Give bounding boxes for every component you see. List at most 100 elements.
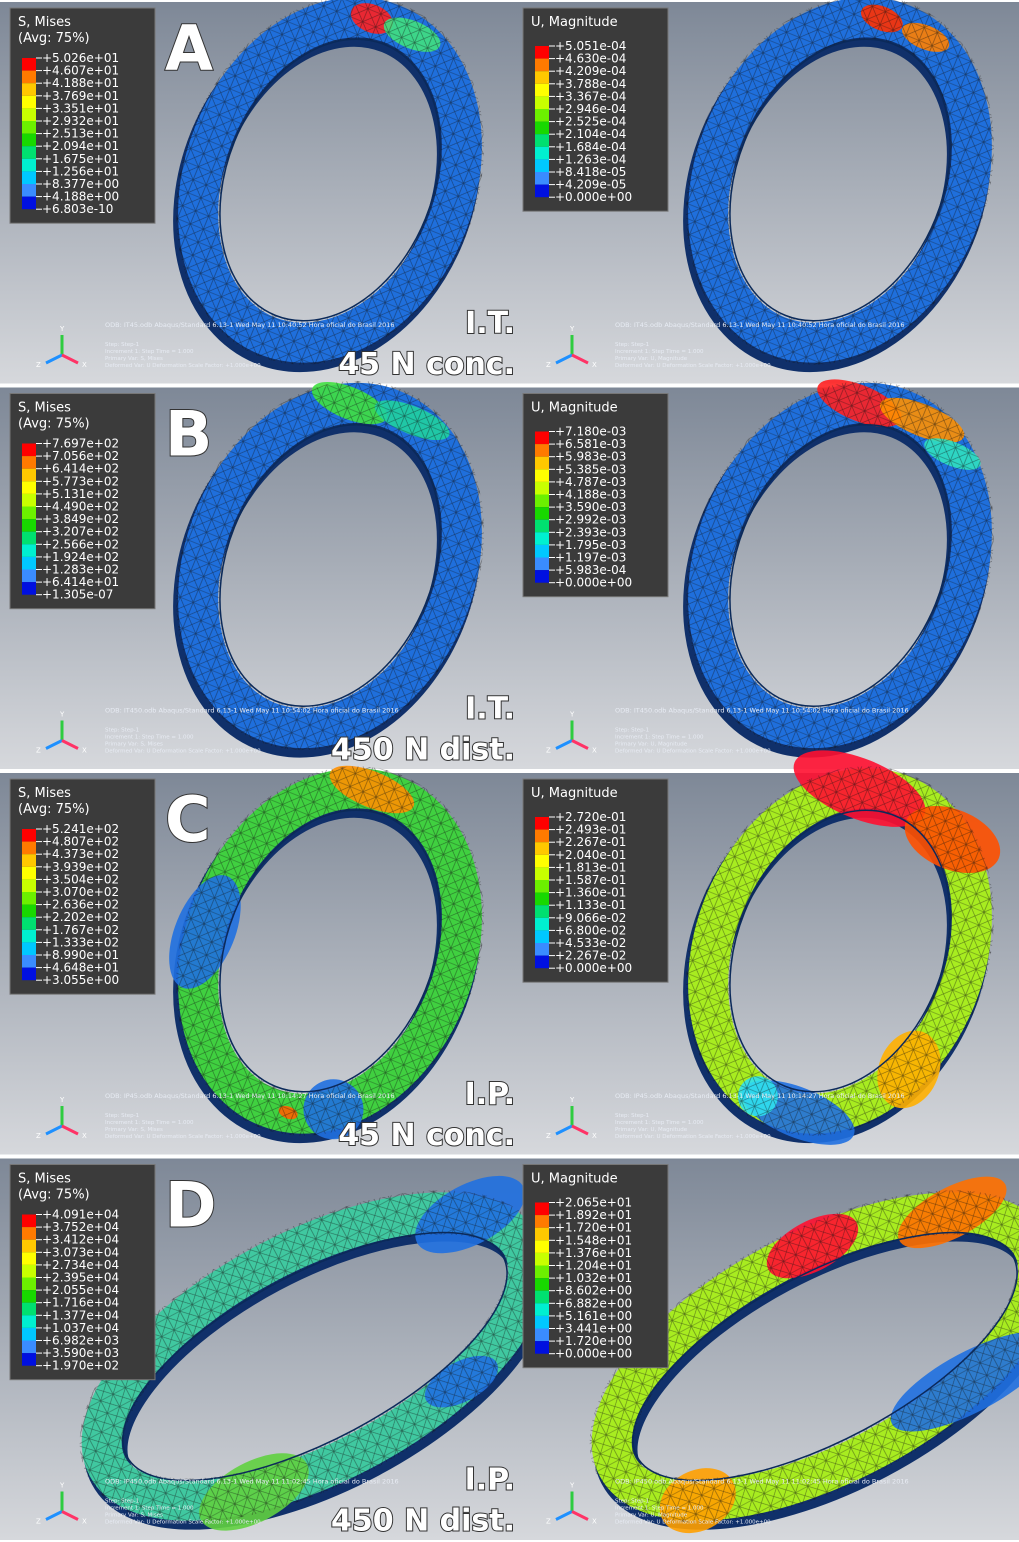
panel-letter: A [165,12,213,85]
legend-swatch [535,84,549,97]
load-case: I.P. [465,1463,515,1498]
legend-swatch [22,1278,36,1291]
step-info: Increment 1: Step Time = 1.000 [105,1120,194,1126]
odb-info: ODB: IP45.odb Abaqus/Standard 6.13-1 Wed… [105,1092,394,1100]
legend-swatch [22,184,36,197]
legend-swatch [535,1303,549,1316]
legend-swatch [535,96,549,109]
triad-label: X [82,1518,87,1526]
legend-swatch [22,71,36,84]
triad-label: Z [36,747,41,755]
legend-swatch [22,955,36,968]
load-case: I.T. [465,692,515,727]
legend-value: +0.000e+00 [555,961,632,975]
odb-info: ODB: IP450.odb Abaqus/Standard 6.13-1 We… [615,1478,909,1486]
legend-swatch [535,905,549,918]
legend-swatch [22,159,36,172]
legend-swatch [535,159,549,172]
legend-swatch [22,1252,36,1265]
step-info: Increment 1: Step Time = 1.000 [105,1506,194,1512]
step-info: Primary Var: S, Mises [105,1127,163,1133]
legend-swatch [22,570,36,583]
triad-label: X [82,747,87,755]
legend-swatch [535,122,549,135]
triad-label: Y [59,711,65,719]
legend-swatch [535,1228,549,1241]
legend-swatch [22,494,36,507]
legend-swatch [22,854,36,867]
legend-swatch [535,495,549,508]
step-info: Step: Step-1 [105,1113,139,1119]
step-info: Deformed Var: U Deformation Scale Factor… [615,1134,771,1140]
step-info: Primary Var: U, Magnitude [615,1127,688,1133]
legend-value: +1.305e-07 [42,588,113,602]
step-info: Deformed Var: U Deformation Scale Factor… [105,363,261,369]
legend-swatch [22,171,36,184]
legend-swatch [535,147,549,160]
legend-swatch [535,1291,549,1304]
triad-label: Y [59,325,65,333]
legend-title: U, Magnitude [531,401,618,416]
legend-swatch [22,544,36,557]
triad-label: X [592,1518,597,1526]
step-info: Primary Var: U, Magnitude [615,742,688,748]
legend-swatch [535,842,549,855]
legend-swatch [535,930,549,943]
page: S, Mises(Avg: 75%)+5.026e+01+4.607e+01+4… [0,0,1019,1542]
step-info: Deformed Var: U Deformation Scale Factor… [615,1520,771,1526]
legend-swatch [22,582,36,595]
legend-swatch [22,456,36,469]
load-case: I.T. [465,306,515,341]
triad-label: Z [36,1518,41,1526]
legend-swatch [22,1290,36,1303]
legend-subtitle: (Avg: 75%) [18,417,90,432]
legend-swatch [22,519,36,532]
legend-swatch [22,930,36,943]
legend-swatch [535,59,549,72]
step-info: Step: Step-1 [615,1113,649,1119]
step-info: Primary Var: S, Mises [105,356,163,362]
step-info: Deformed Var: U Deformation Scale Factor… [105,1520,261,1526]
legend-value: +1.970e+02 [42,1359,119,1373]
legend-swatch [22,867,36,880]
legend-swatch [535,1215,549,1228]
legend-swatch [22,1341,36,1354]
legend-swatch [22,1215,36,1228]
triad-label: Z [546,361,551,369]
legend-swatch [22,1303,36,1316]
legend-swatch [535,918,549,931]
legend-swatch [535,444,549,457]
panel-letter: D [165,1169,216,1242]
legend-title: S, Mises [18,786,71,801]
triad-label: Y [569,711,575,719]
odb-info: ODB: IT45.odb Abaqus/Standard 6.13-1 Wed… [105,321,395,329]
odb-info: ODB: IP450.odb Abaqus/Standard 6.13-1 We… [105,1478,399,1486]
legend-title: U, Magnitude [531,786,618,801]
legend-value: +0.000e+00 [555,1347,632,1361]
legend-swatch [22,108,36,121]
legend-swatch [22,83,36,96]
legend-swatch [22,121,36,134]
odb-info: ODB: IT45.odb Abaqus/Standard 6.13-1 Wed… [615,321,905,329]
legend-swatch [535,532,549,545]
step-info: Step: Step-1 [105,1499,139,1505]
legend-swatch [535,46,549,59]
legend-swatch [535,1329,549,1342]
legend-swatch [535,558,549,571]
panel-letter: B [165,398,212,471]
step-info: Increment 1: Step Time = 1.000 [615,349,704,355]
legend-swatch [535,1253,549,1266]
triad-label: Y [59,1096,65,1104]
triad-label: Z [546,1132,551,1140]
step-info: Increment 1: Step Time = 1.000 [105,349,194,355]
legend-title: S, Mises [18,1172,71,1187]
step-info: Increment 1: Step Time = 1.000 [615,1120,704,1126]
legend-subtitle: (Avg: 75%) [18,31,90,46]
legend-swatch [535,172,549,185]
legend-swatch [22,532,36,545]
step-info: Step: Step-1 [105,342,139,348]
triad-label: Z [546,747,551,755]
legend-subtitle: (Avg: 75%) [18,802,90,817]
load: 450 N dist. [331,733,515,768]
legend-swatch [22,507,36,520]
